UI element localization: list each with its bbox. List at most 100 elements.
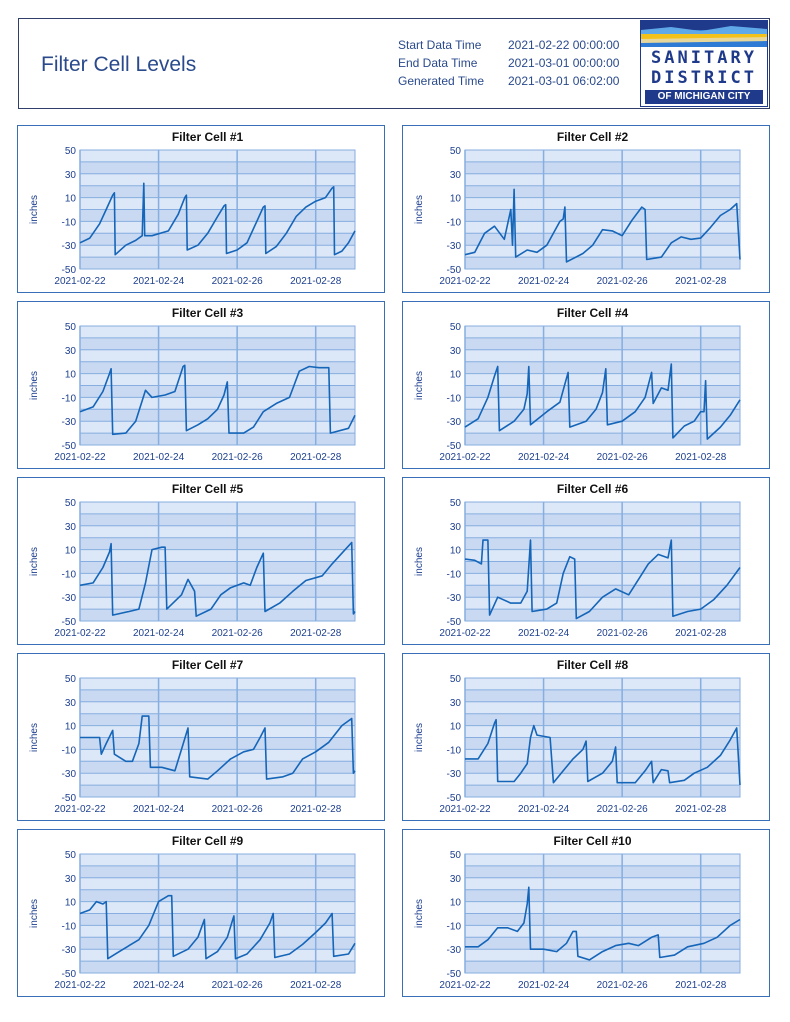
series-line (80, 715, 356, 780)
chart-title: Filter Cell #5 (172, 482, 244, 496)
x-tick-label: 2021-02-24 (518, 276, 570, 287)
plot-band (465, 961, 740, 973)
y-tick-label: -30 (62, 945, 77, 956)
y-tick-label: -50 (62, 265, 77, 276)
y-axis-label: inches (29, 371, 40, 400)
plot-band (465, 713, 740, 726)
plot-border (79, 149, 356, 270)
logo-line-2: DISTRICT (651, 68, 757, 88)
plot-band (80, 913, 355, 926)
plot-band (465, 609, 740, 621)
plot-band (80, 161, 355, 174)
x-tick-label: 2021-02-22 (54, 980, 106, 991)
chart-panel: Filter Cell #6 50 30 10 -10 -30 -50 2021-02-22 2… (402, 477, 770, 645)
generated-time-value: 2021-03-01 06:02:00 (508, 74, 620, 88)
plot-band (80, 513, 355, 526)
y-tick-label: -50 (62, 441, 77, 452)
x-tick-label: 2021-02-28 (675, 628, 727, 639)
x-tick-label: 2021-02-26 (597, 452, 649, 463)
plot-band (465, 737, 740, 750)
plot-band (465, 513, 740, 526)
end-time-row: End Data Time 2021-03-01 00:00:00 (398, 56, 619, 74)
chart-title: Filter Cell #8 (557, 658, 629, 672)
plot-border (79, 501, 356, 622)
start-time-value: 2021-02-22 00:00:00 (508, 38, 620, 52)
y-axis-label: inches (29, 723, 40, 752)
plot-band (80, 713, 355, 726)
y-tick-label: -30 (62, 417, 77, 428)
chart-panel: Filter Cell #8 50 30 10 -10 -30 -50 2021-02-22 2… (402, 653, 770, 821)
y-axis-label: inches (29, 899, 40, 928)
series-line (465, 886, 741, 961)
plot-band (80, 937, 355, 950)
plot-band (465, 433, 740, 445)
plot-band (80, 585, 355, 598)
chart-title: Filter Cell #7 (172, 658, 244, 672)
y-tick-label: 30 (65, 874, 77, 885)
y-axis-label: inches (414, 195, 425, 224)
y-tick-label: 30 (450, 874, 462, 885)
page-title: Filter Cell Levels (41, 53, 197, 76)
y-tick-label: -10 (447, 921, 462, 932)
y-tick-label: -50 (62, 969, 77, 980)
plot-band (80, 785, 355, 797)
plot-band (80, 561, 355, 574)
y-tick-label: 10 (450, 546, 462, 557)
y-tick-label: 10 (450, 370, 462, 381)
y-tick-label: 50 (450, 850, 462, 861)
y-tick-label: -10 (447, 745, 462, 756)
x-tick-label: 2021-02-28 (675, 804, 727, 815)
y-tick-label: 30 (65, 170, 77, 181)
x-tick-label: 2021-02-26 (212, 804, 264, 815)
plot-band (80, 361, 355, 374)
x-tick-label: 2021-02-22 (439, 980, 491, 991)
y-tick-label: 30 (65, 698, 77, 709)
x-tick-label: 2021-02-22 (439, 276, 491, 287)
logo-landscape-art (641, 21, 767, 47)
y-tick-label: 50 (65, 322, 77, 333)
plot-band (465, 561, 740, 574)
series-line (464, 539, 741, 620)
chart-title: Filter Cell #4 (557, 306, 629, 320)
x-tick-label: 2021-02-28 (290, 628, 342, 639)
x-tick-label: 2021-02-24 (518, 452, 570, 463)
series-line (464, 363, 741, 440)
plot-band (465, 785, 740, 797)
plot-band (80, 689, 355, 702)
x-tick-label: 2021-02-24 (518, 980, 570, 991)
y-tick-label: -10 (62, 217, 77, 228)
y-tick-label: 30 (65, 522, 77, 533)
y-tick-label: -10 (447, 393, 462, 404)
plot-band (80, 761, 355, 774)
y-tick-label: 50 (65, 146, 77, 157)
plot-border (464, 853, 741, 974)
x-tick-label: 2021-02-22 (54, 628, 106, 639)
report-meta: Start Data Time 2021-02-22 00:00:00 End … (398, 38, 619, 92)
y-tick-label: 10 (65, 370, 77, 381)
x-tick-label: 2021-02-28 (290, 276, 342, 287)
y-tick-label: 50 (450, 674, 462, 685)
x-tick-label: 2021-02-22 (439, 628, 491, 639)
x-tick-label: 2021-02-26 (212, 452, 264, 463)
y-tick-label: 10 (65, 898, 77, 909)
y-axis-label: inches (414, 371, 425, 400)
x-tick-label: 2021-02-22 (54, 276, 106, 287)
y-tick-label: -50 (62, 617, 77, 628)
district-logo: SANITARY DISTRICT OF MICHIGAN CITY (640, 20, 768, 107)
x-tick-label: 2021-02-28 (290, 980, 342, 991)
series-line (464, 188, 741, 263)
plot-band (80, 185, 355, 198)
y-tick-label: -30 (447, 945, 462, 956)
x-tick-label: 2021-02-22 (54, 804, 106, 815)
y-tick-label: -30 (62, 769, 77, 780)
chart-panel: Filter Cell #10 50 30 10 -10 -30 -50 2021-02-22… (402, 829, 770, 997)
y-tick-label: -30 (62, 241, 77, 252)
chart-panel: Filter Cell #7 50 30 10 -10 -30 -50 2021-02-22 2… (17, 653, 385, 821)
y-tick-label: -50 (447, 969, 462, 980)
y-tick-label: -30 (447, 593, 462, 604)
y-tick-label: 10 (450, 722, 462, 733)
